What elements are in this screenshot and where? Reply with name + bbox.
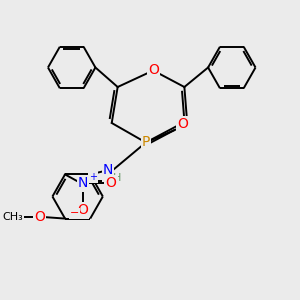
Text: N: N xyxy=(78,176,88,190)
Text: CH₃: CH₃ xyxy=(2,212,22,222)
Text: O: O xyxy=(177,118,188,131)
Text: −: − xyxy=(70,208,79,218)
Text: +: + xyxy=(89,172,97,182)
Text: O: O xyxy=(148,64,159,77)
Text: N: N xyxy=(103,163,113,177)
Text: O: O xyxy=(34,210,45,224)
Text: P: P xyxy=(142,136,150,149)
Text: O: O xyxy=(106,176,116,190)
Text: H: H xyxy=(112,172,121,183)
Text: O: O xyxy=(77,203,88,218)
